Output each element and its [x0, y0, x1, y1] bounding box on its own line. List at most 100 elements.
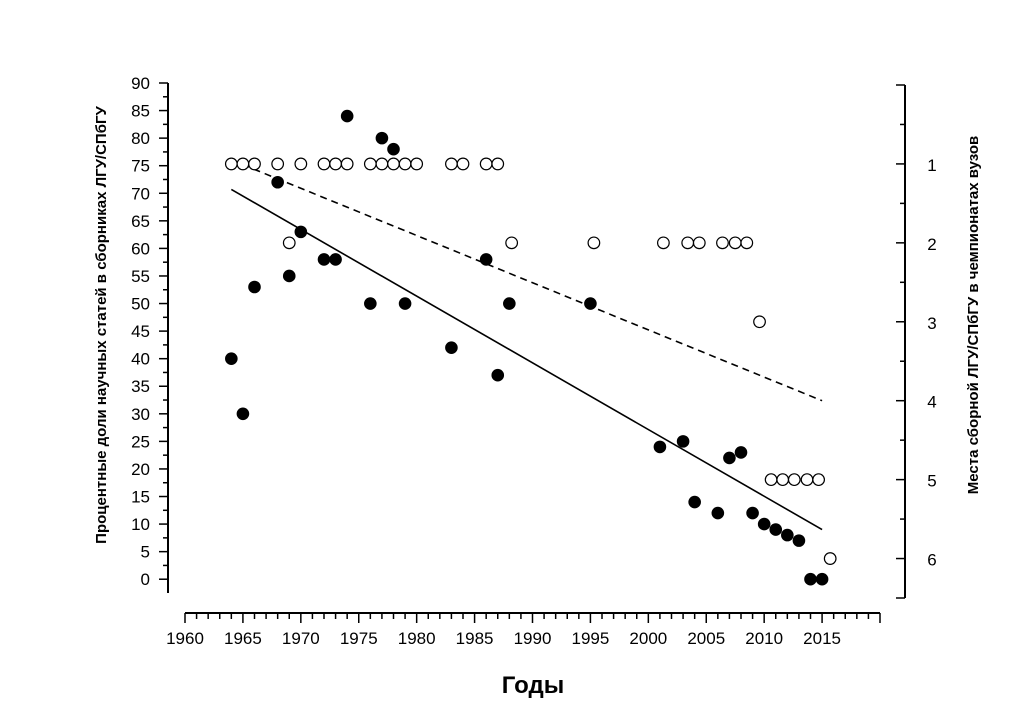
percent-data-point — [445, 341, 458, 354]
place-data-point — [479, 157, 493, 171]
percent-data-point — [746, 506, 759, 520]
left-y-tick-label: 65 — [131, 212, 150, 231]
right-y-tick-label: 4 — [927, 393, 936, 412]
x-tick-label: 1990 — [514, 629, 552, 648]
place-data-point — [445, 157, 458, 171]
left-y-tick-label: 90 — [131, 74, 150, 93]
place-data-point — [716, 236, 729, 250]
place-data-point — [317, 157, 331, 171]
percent-data-point — [688, 495, 701, 509]
x-tick-label: 1965 — [224, 629, 262, 648]
x-tick-label: 1970 — [282, 629, 320, 648]
place-data-point — [505, 236, 519, 250]
right-y-tick-label: 3 — [927, 314, 936, 333]
data-points — [224, 109, 837, 586]
percent-data-point — [479, 253, 493, 266]
place-data-point — [787, 473, 801, 487]
x-tick-label: 2000 — [629, 629, 667, 648]
percent-data-point — [792, 534, 806, 547]
right-y-tick-label: 6 — [927, 551, 936, 570]
left-y-tick-label: 60 — [131, 239, 150, 258]
place-data-point — [375, 157, 389, 171]
x-tick-label: 2010 — [745, 629, 783, 648]
place-data-point — [340, 157, 354, 171]
place-data-point — [410, 157, 424, 171]
percent-data-point — [804, 572, 817, 586]
place-data-point — [224, 157, 238, 171]
place-data-point — [282, 236, 296, 250]
place-data-point — [294, 157, 308, 171]
percent-data-point — [757, 517, 771, 531]
percent-data-point — [282, 269, 296, 283]
x-axis-title: Годы — [502, 672, 564, 699]
percent-data-point — [503, 297, 516, 310]
place-data-point — [248, 157, 261, 171]
left-y-tick-label: 25 — [131, 432, 150, 451]
percent-data-point — [294, 225, 308, 239]
place-data-point — [387, 157, 400, 171]
place-data-point — [329, 157, 342, 171]
x-tick-label: 1960 — [166, 629, 204, 648]
place-data-point — [271, 157, 285, 171]
percent-data-point — [769, 523, 783, 536]
percent-data-point — [781, 528, 794, 542]
percent-data-point — [225, 352, 238, 365]
x-tick-label: 1975 — [340, 629, 378, 648]
left-y-tick-label: 70 — [131, 184, 150, 203]
place-data-point — [764, 473, 778, 487]
percent-data-point — [398, 297, 412, 310]
right-y-tick-label: 5 — [927, 472, 936, 491]
left-y-tick-label: 55 — [131, 267, 150, 286]
place-data-point — [587, 236, 601, 250]
percent-data-point — [248, 280, 261, 294]
percent-data-point — [387, 142, 400, 156]
percent-data-point — [734, 446, 748, 459]
percent-data-point — [653, 440, 667, 454]
percent-data-point — [317, 253, 331, 266]
place-data-point — [740, 236, 754, 250]
place-data-point — [728, 236, 742, 250]
right-y-tick-label: 2 — [927, 235, 936, 254]
percent-data-point — [491, 368, 505, 382]
left-y-tick-label: 50 — [131, 295, 150, 314]
percent-data-point — [340, 109, 354, 123]
percent-data-point — [236, 407, 250, 421]
left-y-tick-label: 20 — [131, 460, 150, 479]
left-y-tick-label: 10 — [131, 515, 150, 534]
x-tick-label: 1980 — [398, 629, 436, 648]
place-data-point — [656, 236, 670, 250]
place-data-point — [363, 157, 377, 171]
right-y-tick-label: 1 — [927, 156, 936, 175]
percent-data-point — [329, 253, 342, 266]
place-data-point — [800, 473, 814, 487]
place-data-point — [812, 473, 826, 487]
x-tick-label: 2015 — [803, 629, 841, 648]
percent-data-point — [375, 131, 389, 145]
percent-data-point — [676, 435, 690, 448]
percent-trend-line — [230, 188, 823, 531]
right-y-axis-title: Места сборной ЛГУ/СПбГУ в чемпионатах ву… — [965, 136, 982, 494]
percent-data-point — [723, 451, 736, 465]
place-data-point — [398, 157, 412, 171]
place-trend-line — [231, 159, 823, 402]
place-data-point — [823, 552, 837, 565]
x-tick-label: 1985 — [456, 629, 494, 648]
left-y-tick-label: 45 — [131, 322, 150, 341]
percent-data-point — [271, 175, 284, 189]
percent-data-point — [711, 506, 725, 520]
left-y-tick-label: 80 — [131, 129, 150, 148]
place-data-point — [753, 315, 766, 329]
tick-labels: 1960 1965 1970 1975 1980 1985 1990 1995 2000 2005… — [131, 74, 937, 648]
place-data-point — [236, 157, 250, 171]
axes-group — [159, 82, 906, 623]
left-y-axis-title: Процентные доли научных статей в сборник… — [93, 106, 110, 544]
left-y-tick-label: 40 — [131, 350, 150, 369]
place-data-point — [681, 236, 695, 250]
percent-data-point — [815, 572, 829, 586]
left-y-tick-label: 30 — [131, 405, 150, 424]
left-y-tick-label: 5 — [141, 543, 150, 562]
place-data-point — [491, 157, 505, 171]
place-data-point — [776, 473, 790, 487]
percent-data-point — [584, 297, 597, 310]
